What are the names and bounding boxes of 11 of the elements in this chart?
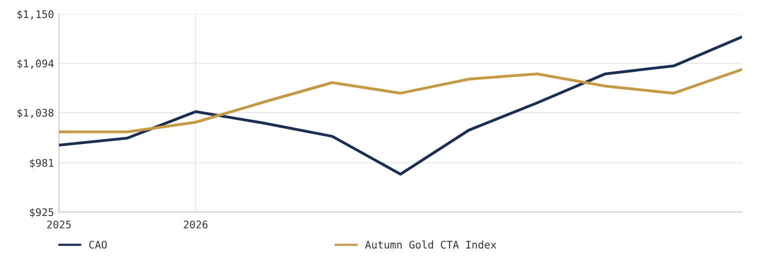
y-tick-label: $1,150 [17, 10, 54, 20]
x-tick-label: 2026 [184, 220, 208, 228]
legend-label: CAO [89, 240, 107, 249]
legend-label: Autumn Gold CTA Index [365, 240, 496, 249]
line-series [59, 35, 742, 176]
y-tick-label: $1,094 [17, 59, 54, 69]
y-tick-label: $981 [30, 158, 54, 168]
y-tick-label: $1,038 [17, 108, 54, 118]
line-series [59, 68, 742, 134]
y-tick-label: $925 [30, 208, 54, 218]
x-tick-label: 2025 [47, 220, 71, 228]
